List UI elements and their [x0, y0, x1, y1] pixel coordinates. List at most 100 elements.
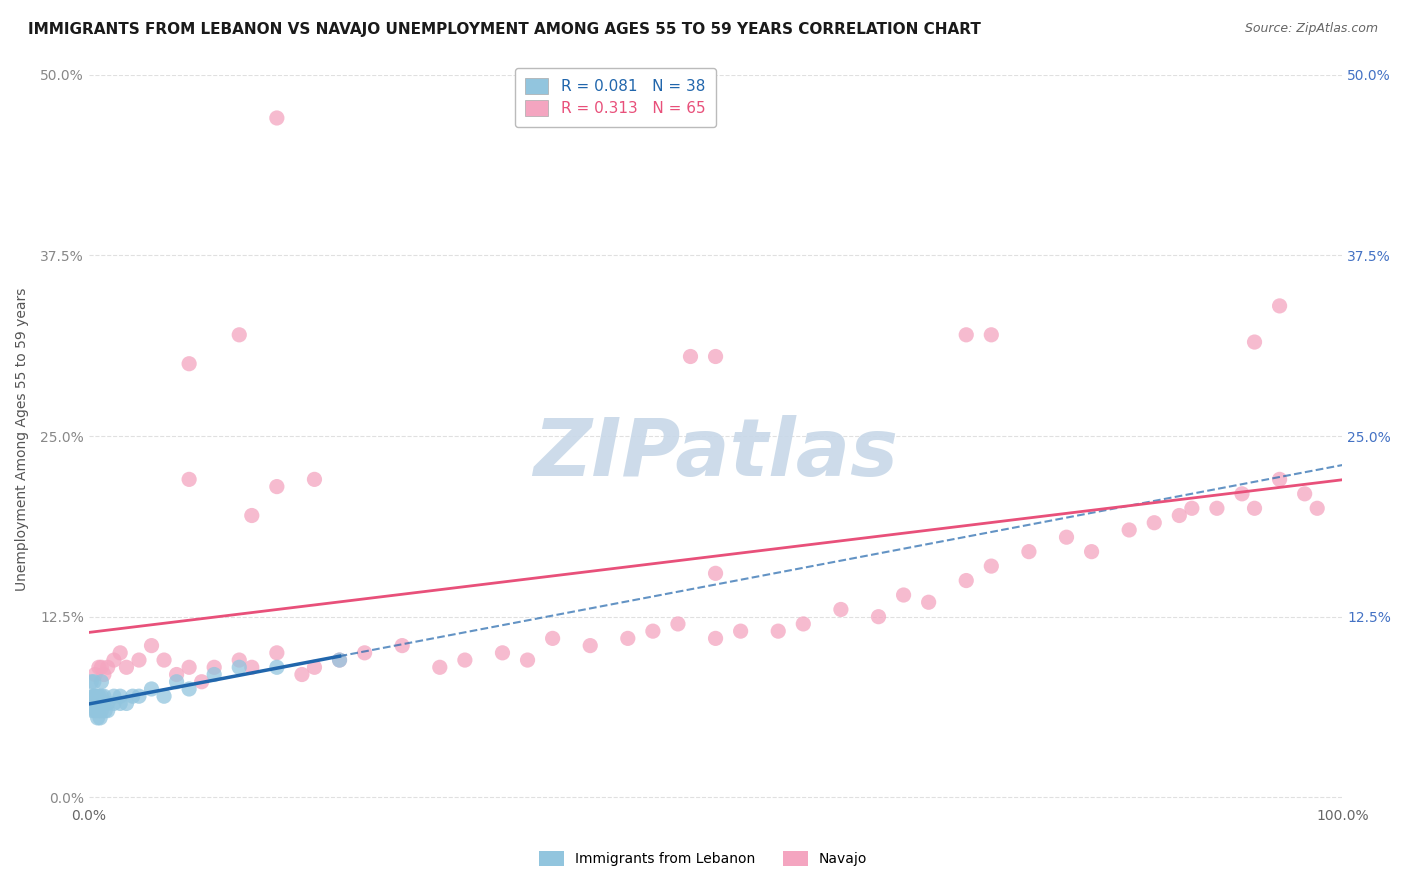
- Point: [266, 480, 288, 494]
- Point: [266, 111, 288, 125]
- Point: [768, 624, 790, 639]
- Point: [90, 704, 112, 718]
- Point: [87, 660, 110, 674]
- Point: [454, 653, 477, 667]
- Point: [166, 667, 188, 681]
- Point: [115, 697, 138, 711]
- Point: [704, 632, 727, 646]
- Point: [579, 639, 602, 653]
- Point: [228, 660, 250, 674]
- Point: [868, 609, 890, 624]
- Point: [141, 681, 163, 696]
- Point: [730, 624, 752, 639]
- Point: [93, 689, 115, 703]
- Point: [83, 689, 105, 703]
- Point: [80, 674, 103, 689]
- Point: [153, 653, 176, 667]
- Point: [516, 653, 538, 667]
- Point: [103, 653, 125, 667]
- Text: ZIPatlas: ZIPatlas: [533, 415, 898, 493]
- Point: [202, 660, 225, 674]
- Point: [103, 689, 125, 703]
- Point: [328, 653, 350, 667]
- Point: [87, 689, 110, 703]
- Point: [893, 588, 915, 602]
- Point: [1294, 487, 1316, 501]
- Point: [128, 689, 150, 703]
- Point: [228, 327, 250, 342]
- Point: [980, 327, 1002, 342]
- Point: [166, 674, 188, 689]
- Point: [179, 357, 201, 371]
- Point: [108, 646, 131, 660]
- Point: [1181, 501, 1204, 516]
- Point: [90, 689, 112, 703]
- Point: [240, 508, 263, 523]
- Point: [617, 632, 640, 646]
- Point: [97, 660, 120, 674]
- Point: [93, 667, 115, 681]
- Point: [917, 595, 939, 609]
- Point: [429, 660, 451, 674]
- Y-axis label: Unemployment Among Ages 55 to 59 years: Unemployment Among Ages 55 to 59 years: [15, 288, 30, 591]
- Point: [103, 697, 125, 711]
- Point: [86, 711, 108, 725]
- Point: [304, 660, 326, 674]
- Point: [704, 350, 727, 364]
- Point: [94, 704, 117, 718]
- Point: [108, 697, 131, 711]
- Point: [955, 574, 977, 588]
- Point: [82, 704, 104, 718]
- Point: [179, 472, 201, 486]
- Point: [121, 689, 143, 703]
- Point: [266, 646, 288, 660]
- Point: [792, 616, 814, 631]
- Point: [97, 704, 120, 718]
- Point: [1118, 523, 1140, 537]
- Point: [304, 472, 326, 486]
- Point: [179, 681, 201, 696]
- Point: [179, 660, 201, 674]
- Point: [641, 624, 664, 639]
- Point: [97, 697, 120, 711]
- Point: [90, 660, 112, 674]
- Point: [1230, 487, 1253, 501]
- Point: [83, 674, 105, 689]
- Point: [391, 639, 413, 653]
- Point: [353, 646, 375, 660]
- Point: [1018, 544, 1040, 558]
- Point: [1306, 501, 1329, 516]
- Point: [666, 616, 689, 631]
- Point: [84, 667, 107, 681]
- Point: [266, 660, 288, 674]
- Point: [190, 674, 212, 689]
- Point: [115, 660, 138, 674]
- Point: [491, 646, 513, 660]
- Legend: R = 0.081   N = 38, R = 0.313   N = 65: R = 0.081 N = 38, R = 0.313 N = 65: [515, 68, 716, 128]
- Point: [1206, 501, 1229, 516]
- Point: [87, 704, 110, 718]
- Point: [1268, 472, 1291, 486]
- Point: [86, 697, 108, 711]
- Point: [291, 667, 314, 681]
- Point: [1168, 508, 1191, 523]
- Point: [202, 667, 225, 681]
- Point: [1143, 516, 1166, 530]
- Point: [704, 566, 727, 581]
- Point: [84, 689, 107, 703]
- Point: [86, 689, 108, 703]
- Point: [1056, 530, 1078, 544]
- Point: [1268, 299, 1291, 313]
- Point: [1080, 544, 1102, 558]
- Point: [1243, 501, 1265, 516]
- Point: [153, 689, 176, 703]
- Text: Source: ZipAtlas.com: Source: ZipAtlas.com: [1244, 22, 1378, 36]
- Point: [980, 559, 1002, 574]
- Point: [228, 653, 250, 667]
- Point: [84, 704, 107, 718]
- Point: [90, 674, 112, 689]
- Legend: Immigrants from Lebanon, Navajo: Immigrants from Lebanon, Navajo: [533, 846, 873, 871]
- Point: [89, 711, 111, 725]
- Point: [541, 632, 564, 646]
- Point: [679, 350, 702, 364]
